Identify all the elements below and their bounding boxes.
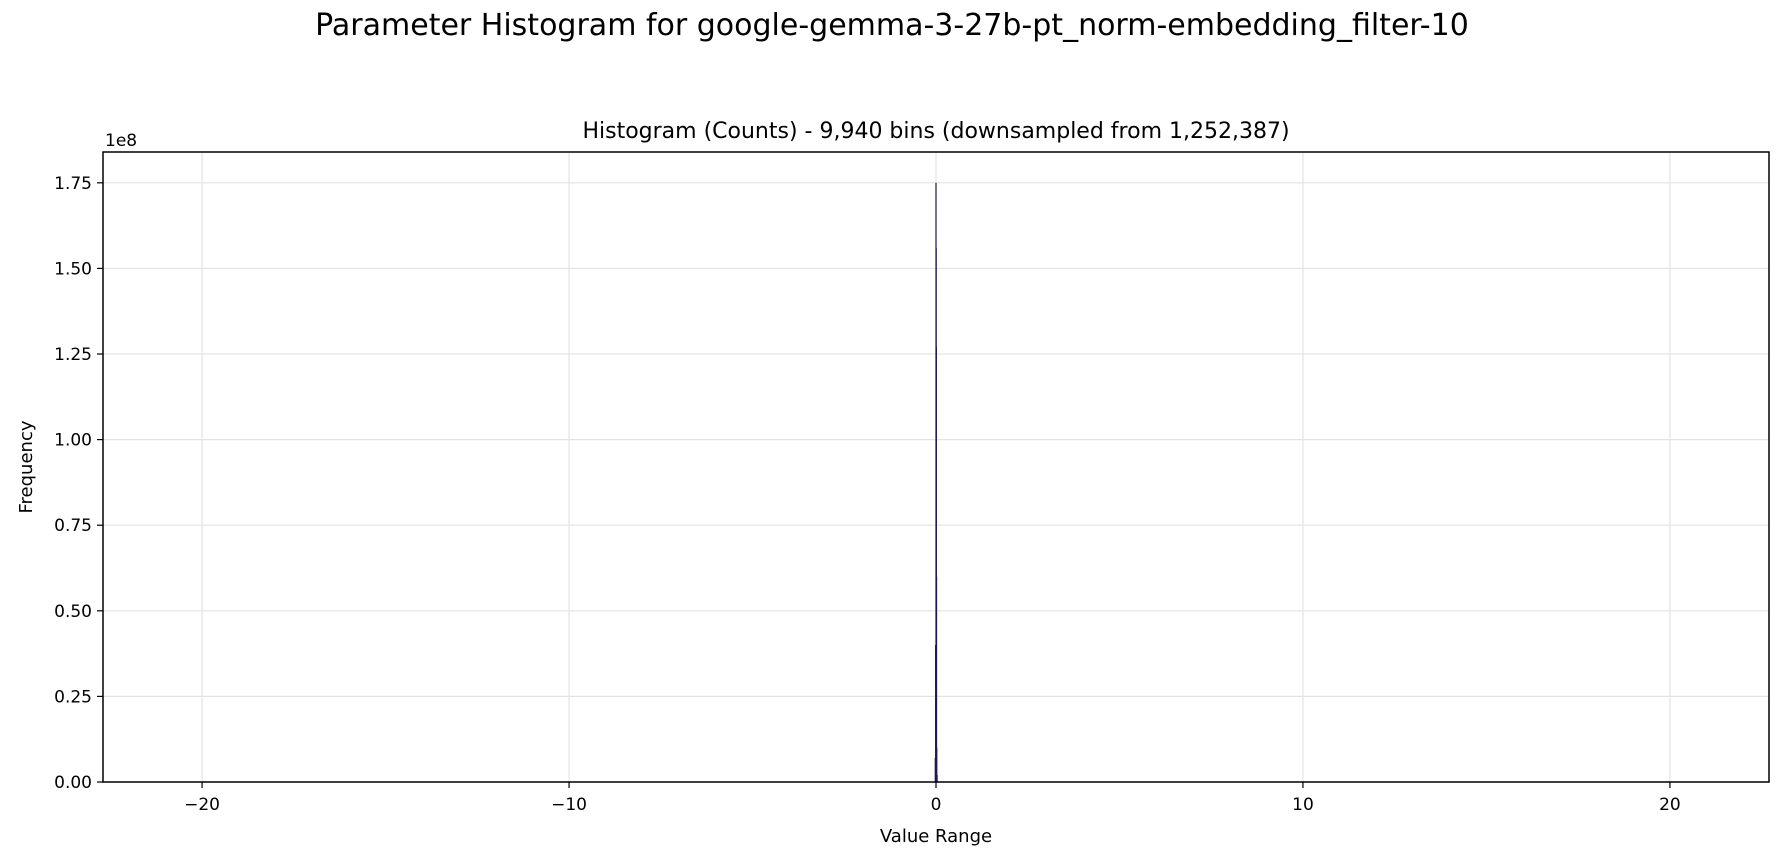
x-axis-title: Value Range (880, 826, 992, 847)
histogram-bars (934, 182, 938, 783)
plot-title: Histogram (Counts) - 9,940 bins (downsam… (582, 119, 1289, 144)
y-tick-label: 1.00 (54, 431, 92, 451)
figure-title: Parameter Histogram for google-gemma-3-2… (315, 8, 1469, 43)
histogram-bar (935, 347, 937, 782)
y-tick-label: 0.00 (54, 773, 92, 793)
x-tick-label: 0 (931, 795, 942, 815)
x-tick-label: −20 (184, 795, 220, 815)
histogram-bar (935, 576, 938, 782)
y-tick-label: 1.75 (54, 174, 92, 194)
y-tick-label: 0.75 (54, 516, 92, 536)
x-tick-label: 10 (1292, 795, 1314, 815)
x-tick-label: −10 (551, 795, 587, 815)
y-axis-offset-text: 1e8 (105, 131, 137, 151)
x-axis-ticks: −20 −10 0 10 20 (184, 782, 1681, 815)
y-tick-label: 0.50 (54, 602, 92, 622)
y-tick-label: 0.25 (54, 687, 92, 707)
x-tick-label: 20 (1659, 795, 1681, 815)
y-axis-ticks: 0.00 0.25 0.50 0.75 1.00 1.25 1.50 1.75 (54, 174, 103, 793)
y-tick-label: 1.25 (54, 345, 92, 365)
y-axis-title: Frequency (16, 420, 37, 513)
histogram-bar (936, 747, 938, 782)
y-tick-label: 1.50 (54, 259, 92, 279)
histogram-bar (936, 775, 938, 782)
